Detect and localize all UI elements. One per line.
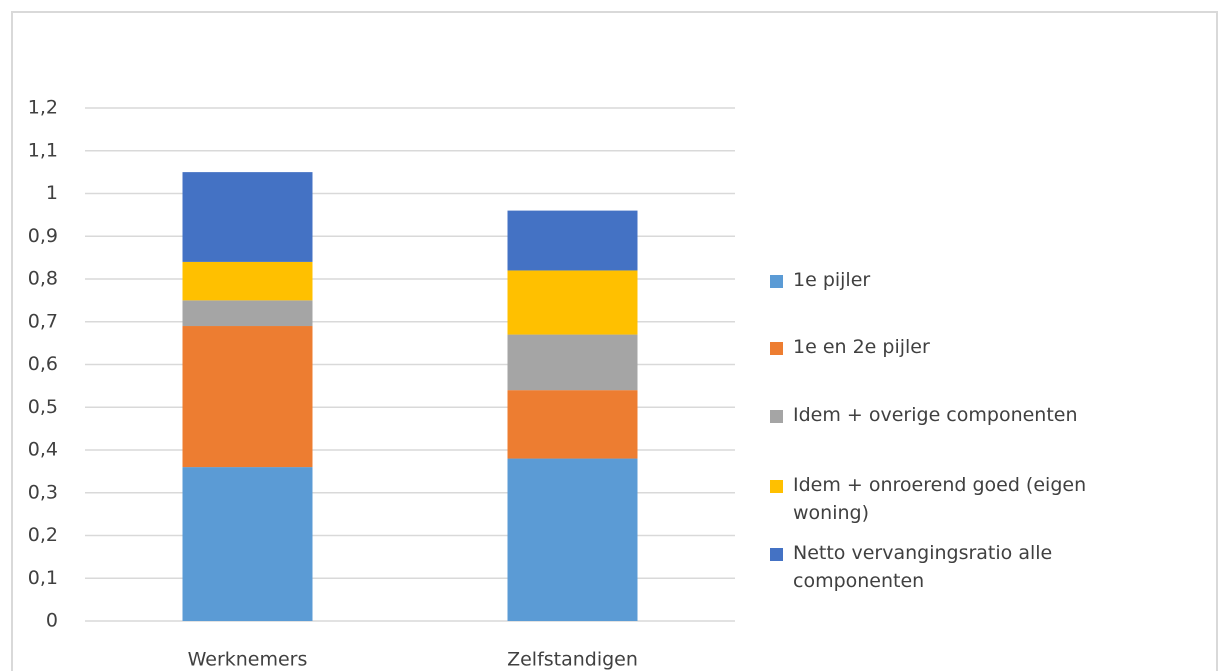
- y-tick-label: 0,1: [28, 567, 58, 589]
- x-tick-label: Zelfstandigen: [507, 649, 638, 671]
- y-tick-label: 0,5: [28, 396, 58, 418]
- y-tick-label: 1,2: [28, 97, 58, 119]
- legend-entry: Idem + overige componenten: [770, 401, 1163, 429]
- bar-segment: [182, 261, 313, 301]
- bar-segment: [507, 334, 638, 391]
- legend-entry: 1e pijler: [770, 266, 1163, 294]
- y-tick-label: 0,7: [28, 310, 58, 332]
- y-tick-label: 0,4: [28, 439, 58, 461]
- legend-label: Idem + onroerend goed (eigen woning): [793, 474, 1087, 524]
- bar-segment: [182, 326, 313, 468]
- legend-swatch: [770, 342, 783, 355]
- legend-swatch: [770, 275, 783, 288]
- legend-entry: Netto vervangingsratio alle componenten: [770, 539, 1163, 595]
- chart-border: [11, 11, 1218, 671]
- legend-label: Netto vervangingsratio alle componenten: [793, 542, 1053, 592]
- bar-segment: [182, 172, 313, 262]
- bar-segment: [507, 270, 638, 335]
- y-tick-label: 0: [46, 610, 58, 632]
- bar-segment: [182, 467, 313, 621]
- bar-segment: [507, 458, 638, 621]
- y-tick-label: 0,3: [28, 481, 58, 503]
- y-tick-label: 0,6: [28, 353, 58, 375]
- legend-label: 1e en 2e pijler: [793, 336, 930, 358]
- legend-label: Idem + overige componenten: [793, 404, 1078, 426]
- x-tick-label: Werknemers: [188, 649, 308, 671]
- legend-swatch: [770, 410, 783, 423]
- y-tick-label: 0,2: [28, 524, 58, 546]
- legend-swatch: [770, 480, 783, 493]
- bar-segment: [182, 300, 313, 327]
- bar-segment: [507, 210, 638, 271]
- legend-entry: 1e en 2e pijler: [770, 333, 1163, 361]
- bar-segment: [507, 390, 638, 459]
- y-tick-label: 1,1: [28, 139, 58, 161]
- y-tick-label: 0,9: [28, 225, 58, 247]
- y-tick-label: 0,8: [28, 268, 58, 290]
- legend-entry: Idem + onroerend goed (eigen woning): [770, 471, 1163, 527]
- legend: 1e pijler 1e en 2e pijler Idem + overige c…: [770, 266, 1160, 595]
- y-tick-label: 1: [46, 182, 58, 204]
- legend-label: 1e pijler: [793, 269, 871, 291]
- legend-swatch: [770, 548, 783, 561]
